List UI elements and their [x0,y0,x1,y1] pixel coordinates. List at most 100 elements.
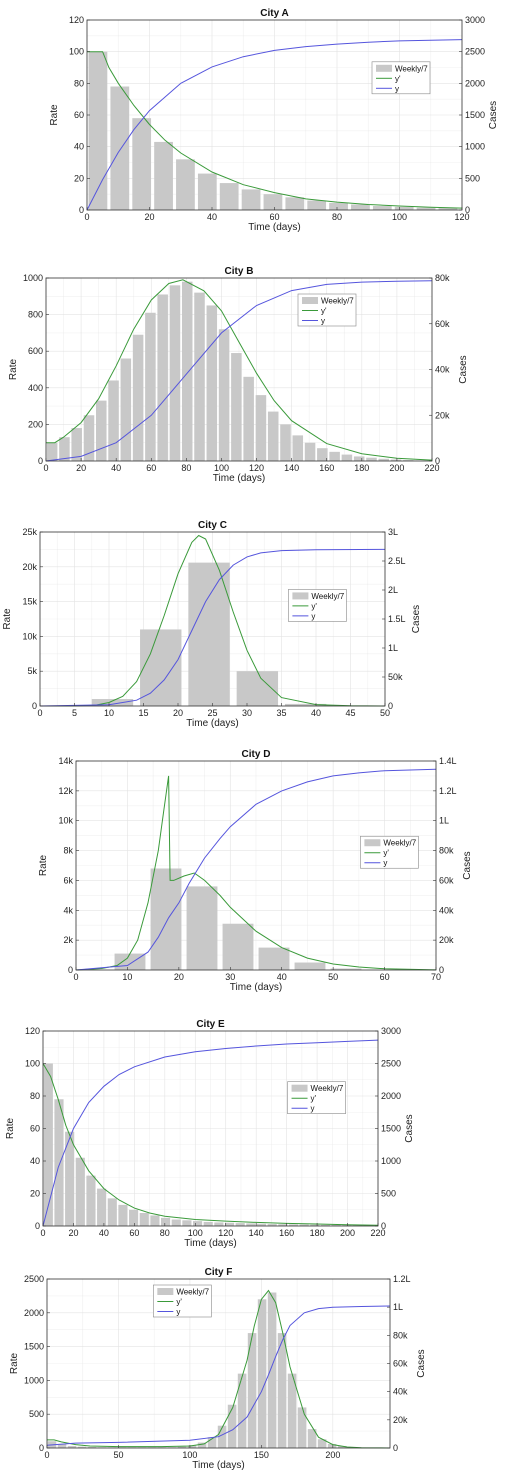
y2-tick-label: 1.2L [393,1274,411,1284]
weekly-bar [217,1425,227,1448]
weekly-bar [71,428,82,461]
x-tick-label: 220 [424,463,439,473]
x-tick-label: 180 [310,1228,325,1238]
weekly-bar [129,1209,139,1226]
chart-title: City E [196,1019,225,1030]
y-tick-label: 15k [22,597,37,607]
y-tick-label: 6k [63,875,73,885]
y-axis-label: Rate [2,608,13,630]
y-tick-label: 120 [69,15,84,25]
x-tick-label: 0 [43,463,48,473]
x-tick-label: 0 [37,708,42,718]
weekly-bar [297,1407,307,1448]
legend-entry: y [311,1104,315,1113]
x-tick-label: 25 [207,708,217,718]
weekly-bar [139,1213,149,1226]
weekly-bar [320,1224,331,1226]
weekly-bar [353,456,365,461]
weekly-bar [351,204,370,210]
weekly-bar [329,451,340,461]
y2-tick-label: 3L [388,527,398,537]
weekly-bar [114,953,146,970]
x-tick-label: 20 [76,463,86,473]
weekly-bar [203,1221,213,1226]
weekly-bar [194,292,205,461]
x-tick-label: 120 [249,463,264,473]
x-tick-label: 40 [311,708,321,718]
x-tick-label: 5 [72,708,77,718]
x-tick-label: 100 [182,1450,197,1460]
y-tick-label: 120 [25,1026,40,1036]
chart-title: City B [225,266,254,277]
y2-tick-label: 1500 [381,1124,401,1134]
weekly-bar [227,1404,237,1448]
y-tick-label: 200 [28,419,43,429]
weekly-bar [67,1445,77,1448]
y2-axis-label: Cases [411,605,422,633]
weekly-bar [97,1188,107,1226]
y2-tick-label: 1.2L [439,786,457,796]
chart-city-b: City B0 20 40 60 80 100 120 140 160 180 200 2200200… [8,266,469,484]
weekly-bar [317,448,328,461]
x-tick-label: 150 [254,1450,269,1460]
weekly-bar [177,1446,187,1448]
chart-city-e: City E0 20 40 60 80 100 120 140 160 180 200 2200204… [5,1019,415,1249]
weekly-bar [132,334,144,461]
y-axis-label: Rate [38,855,49,877]
legend-entry: Weekly/7 [321,297,354,306]
x-tick-label: 200 [325,1450,340,1460]
y-axis-label: Rate [5,1118,16,1140]
weekly-bar [197,1442,207,1448]
legend-swatch-bar [364,839,381,847]
weekly-bar [75,1157,85,1226]
legend-swatch-bar [291,1084,308,1092]
weekly-bar [255,395,267,461]
weekly-bar [57,1443,67,1448]
y2-tick-label: 1000 [465,142,485,152]
x-axis-label: Time (days) [213,473,265,484]
weekly-bar [280,424,291,461]
x-tick-label: 160 [319,463,334,473]
y2-tick-label: 40k [435,365,450,375]
x-tick-label: 40 [207,212,217,222]
weekly-bar [224,1222,235,1226]
weekly-bar [150,868,182,970]
y2-axis-label: Cases [462,851,473,879]
weekly-bar [258,947,290,970]
cumulative-line [42,1039,379,1227]
weekly-bar [188,562,230,706]
x-axis-label: Time (days) [248,222,300,233]
cumulative-line [86,39,463,211]
y-tick-label: 10k [58,816,73,826]
weekly-bar [247,1333,257,1448]
weekly-bar [181,281,193,461]
x-tick-label: 20 [174,972,184,982]
x-tick-label: 10 [122,972,132,982]
x-tick-label: 0 [73,972,78,982]
y-tick-label: 8k [63,846,73,856]
x-tick-label: 60 [269,212,279,222]
weekly-bar [331,1225,341,1226]
y-axis-label: Rate [49,104,60,126]
weekly-bar [307,200,327,210]
weekly-bar [327,1443,337,1448]
y-tick-label: 500 [29,1409,44,1419]
weekly-bar [83,415,95,461]
weekly-bar [317,1439,327,1448]
weekly-bar [237,1373,247,1448]
weekly-bar [372,206,392,210]
y-tick-label: 1000 [24,1375,44,1385]
y2-tick-label: 500 [381,1189,396,1199]
weekly-bar [310,1224,320,1226]
weekly-bar [77,1446,87,1448]
weekly-bar [241,189,261,210]
weekly-bar [150,1215,160,1226]
legend-swatch-bar [376,64,392,72]
weekly-bar [46,442,58,461]
weekly-bar [278,1224,288,1226]
x-tick-label: 30 [225,972,235,982]
x-tick-label: 0 [44,1450,49,1460]
weekly-bar [337,1445,347,1448]
derivative-line [46,279,433,461]
y2-tick-label: 3000 [465,15,485,25]
